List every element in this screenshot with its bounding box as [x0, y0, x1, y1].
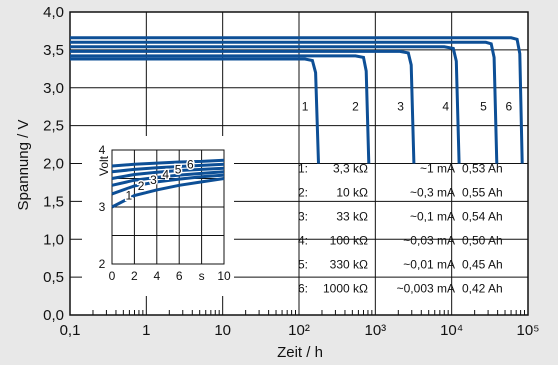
curve-label-2: 2	[352, 99, 359, 113]
legend-current: ~0,03 mA	[403, 233, 455, 247]
inset-x-tick-label: 6	[176, 269, 183, 283]
legend-current: ~0,3 mA	[410, 186, 455, 200]
x-tick-label: 10⁴	[440, 322, 463, 339]
legend-resistance: 330 kΩ	[330, 257, 368, 271]
legend-capacity: 0,54 Ah	[462, 209, 503, 223]
x-tick-label: 0,1	[60, 322, 81, 339]
discharge-curve-2	[70, 54, 371, 164]
inset-y-tick-label: 3	[99, 200, 106, 214]
legend-resistance: 100 kΩ	[330, 233, 368, 247]
y-tick-label: 1,5	[43, 193, 64, 210]
legend-id: 3:	[298, 209, 308, 223]
discharge-curve-6	[70, 36, 524, 164]
curve-label-6: 6	[506, 99, 513, 113]
x-tick-label: 1	[142, 322, 150, 339]
legend-capacity: 0,45 Ah	[462, 257, 503, 271]
y-tick-label: 1,0	[43, 231, 64, 248]
x-axis-label: Zeit / h	[277, 344, 323, 361]
inset-curve-4	[111, 166, 225, 180]
inset-x-tick-label: 2	[131, 269, 138, 283]
y-tick-label: 2,5	[43, 118, 64, 135]
discharge-curve-1	[70, 57, 320, 164]
inset-curve-label-5: 5	[175, 162, 182, 176]
inset-curve-5	[111, 162, 225, 174]
inset-x-tick-label: 0	[109, 269, 116, 283]
inset-curve-label-4: 4	[162, 168, 169, 182]
x-tick-label: 10³	[364, 322, 386, 339]
curve-label-5: 5	[480, 99, 487, 113]
inset-x-tick-label: s	[199, 269, 205, 283]
y-tick-label: 0,5	[43, 269, 64, 286]
inset-curve-1	[111, 177, 225, 209]
x-tick-label: 10⁵	[517, 322, 540, 339]
inset-curve-2	[111, 173, 225, 196]
inset-y-tick-label: 2	[99, 257, 106, 271]
inset-y-tick-label: 4	[99, 143, 106, 157]
curve-label-4: 4	[442, 99, 449, 113]
legend: 1: 3,3 kΩ ~1 mA 0,53 Ah 2: 10 kΩ ~0,3 mA 0,55 A…	[298, 162, 503, 296]
legend-resistance: 10 kΩ	[336, 186, 368, 200]
legend-resistance: 1000 kΩ	[323, 281, 368, 295]
legend-id: 4:	[298, 233, 308, 247]
y-tick-label: 3,0	[43, 80, 64, 97]
inset-x-tick-label: 10	[217, 269, 231, 283]
legend-id: 6:	[298, 281, 308, 295]
discharge-curve-5	[70, 40, 499, 164]
legend-capacity: 0,50 Ah	[462, 233, 503, 247]
y-tick-label: 2,0	[43, 156, 64, 173]
discharge-curve-4	[70, 45, 461, 164]
x-tick-label: 10²	[288, 322, 310, 339]
inset-x-tick-label: 4	[153, 269, 160, 283]
legend-current: ~0,01 mA	[403, 257, 455, 271]
y-tick-label: 3,5	[43, 42, 64, 59]
inset-curve-label-3: 3	[150, 173, 157, 187]
legend-id: 1:	[298, 162, 308, 176]
inset-curve-label-2: 2	[138, 179, 145, 193]
y-tick-label: 4,0	[43, 4, 64, 21]
inset-curve-6	[111, 158, 225, 168]
x-tick-label: 10	[214, 322, 231, 339]
legend-capacity: 0,42 Ah	[462, 281, 503, 295]
inset-y-axis-label: Volt	[97, 155, 111, 176]
curve-label-3: 3	[397, 99, 404, 113]
discharge-curve-3	[70, 49, 416, 164]
y-axis-label: Spannung / V	[15, 120, 32, 211]
inset-curve-label-1: 1	[125, 189, 132, 203]
inset-curve-label-6: 6	[187, 157, 194, 171]
legend-current: ~0,1 mA	[410, 209, 455, 223]
legend-resistance: 33 kΩ	[336, 209, 368, 223]
y-tick-label: 0,0	[43, 307, 64, 324]
legend-id: 2:	[298, 186, 308, 200]
legend-resistance: 3,3 kΩ	[333, 162, 368, 176]
legend-current: ~0,003 mA	[397, 281, 455, 295]
legend-capacity: 0,53 Ah	[462, 162, 503, 176]
legend-id: 5:	[298, 257, 308, 271]
inset-curve-3	[111, 170, 225, 187]
legend-current: ~1 mA	[420, 162, 455, 176]
curve-label-1: 1	[302, 99, 309, 113]
legend-capacity: 0,55 Ah	[462, 186, 503, 200]
